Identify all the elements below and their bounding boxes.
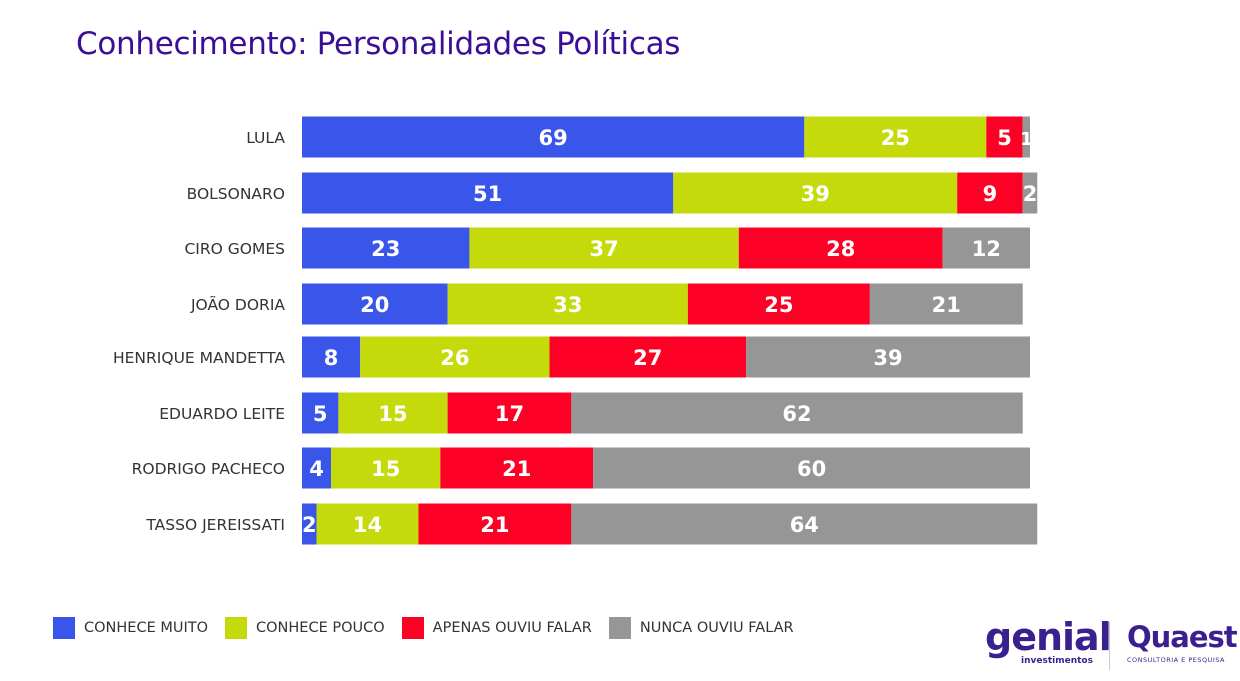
data-label: 25 — [881, 126, 910, 150]
category-label: CIRO GOMES — [184, 240, 285, 258]
data-label: 20 — [360, 293, 389, 317]
data-label: 21 — [480, 513, 509, 537]
legend-swatch — [53, 617, 75, 639]
data-label: 12 — [972, 237, 1001, 261]
data-label: 64 — [790, 513, 819, 537]
data-label: 14 — [353, 513, 382, 537]
bar-segment — [418, 503, 572, 545]
bar-segment — [687, 283, 870, 325]
category-label: TASSO JEREISSATI — [145, 516, 285, 534]
legend-swatch — [401, 617, 424, 639]
bar-segment — [571, 392, 1023, 434]
quaest-logo: Quaest — [1127, 620, 1238, 654]
bar-segment — [302, 392, 339, 434]
bar-segment — [673, 172, 958, 214]
logos: genial investimentos Quaest CONSULTORIA … — [985, 615, 1238, 674]
category-label: EDUARDO LEITE — [159, 405, 285, 423]
category-label: RODRIGO PACHECO — [132, 460, 285, 478]
bar-segment — [360, 336, 550, 378]
data-label: 2 — [1023, 182, 1038, 206]
data-label: 17 — [495, 402, 524, 426]
legend-label: CONHECE MUITO — [84, 620, 209, 636]
category-label: JOÃO DORIA — [190, 295, 285, 314]
legend-item: CONHECE POUCO — [225, 617, 385, 639]
bar-segment — [316, 503, 419, 545]
data-label: 15 — [371, 457, 400, 481]
bar-segment — [302, 227, 470, 269]
data-label: 9 — [983, 182, 998, 206]
bar-segment — [331, 447, 441, 489]
bar-segment — [593, 447, 1030, 489]
bar-segment — [549, 336, 747, 378]
data-label: 26 — [440, 346, 469, 370]
bar-segment — [440, 447, 594, 489]
bar-segment — [302, 503, 317, 545]
bar-segment — [869, 283, 1023, 325]
bar-segment — [571, 503, 1038, 545]
category-label: BOLSONARO — [187, 185, 285, 203]
bar-segment — [302, 336, 361, 378]
data-label: 21 — [932, 293, 961, 317]
bar-segment — [338, 392, 448, 434]
bar-segment — [942, 227, 1030, 269]
bar-segment — [1022, 116, 1030, 158]
legend-item: CONHECE MUITO — [53, 617, 208, 639]
quaest-logo-subtitle: CONSULTORIA E PESQUISA — [1127, 656, 1225, 664]
bar-segment — [302, 172, 674, 214]
bar-segment — [804, 116, 987, 158]
category-label: LULA — [246, 129, 285, 147]
data-label: 1 — [1020, 129, 1033, 150]
data-label: 60 — [797, 457, 826, 481]
bar-segment — [986, 116, 1023, 158]
legend-item: APENAS OUVIU FALAR — [401, 617, 592, 639]
legend-label: CONHECE POUCO — [256, 620, 385, 636]
data-label: 69 — [539, 126, 568, 150]
category-label: HENRIQUE MANDETTA — [113, 349, 285, 367]
legend-label: APENAS OUVIU FALAR — [432, 620, 592, 636]
data-label: 51 — [473, 182, 502, 206]
genial-logo: genial — [985, 615, 1112, 659]
bar-segment — [302, 283, 448, 325]
bar-segment — [447, 283, 688, 325]
data-label: 37 — [590, 237, 619, 261]
data-label: 4 — [309, 457, 324, 481]
genial-logo-subtitle: investimentos — [1021, 656, 1093, 666]
legend: CONHECE MUITO CONHECE POUCO APENAS OUVIU F… — [53, 617, 811, 639]
data-label: 39 — [801, 182, 830, 206]
data-label: 15 — [378, 402, 407, 426]
bar-segment — [1022, 172, 1038, 214]
data-label: 5 — [313, 402, 328, 426]
data-label: 2 — [302, 513, 317, 537]
bar-segment — [302, 116, 805, 158]
data-label: 25 — [764, 293, 793, 317]
legend-swatch — [608, 617, 631, 639]
bar-segment — [738, 227, 943, 269]
bar-segment — [957, 172, 1023, 214]
bar-segment — [302, 447, 332, 489]
data-label: 5 — [997, 126, 1012, 150]
data-label: 28 — [826, 237, 855, 261]
bar-segment — [447, 392, 572, 434]
bar-segment — [469, 227, 739, 269]
legend-swatch — [225, 617, 248, 639]
data-label: 23 — [371, 237, 400, 261]
legend-item: NUNCA OUVIU FALAR — [608, 617, 794, 639]
data-label: 39 — [873, 346, 902, 370]
legend-label: NUNCA OUVIU FALAR — [639, 620, 794, 636]
page-title: Conhecimento: Personalidades Políticas — [76, 26, 681, 62]
bar-segment — [746, 336, 1030, 378]
data-label: 8 — [324, 346, 339, 370]
data-label: 62 — [782, 402, 811, 426]
data-label: 33 — [553, 293, 582, 317]
logo-divider — [1109, 622, 1110, 670]
data-label: 21 — [502, 457, 531, 481]
data-label: 27 — [633, 346, 662, 370]
